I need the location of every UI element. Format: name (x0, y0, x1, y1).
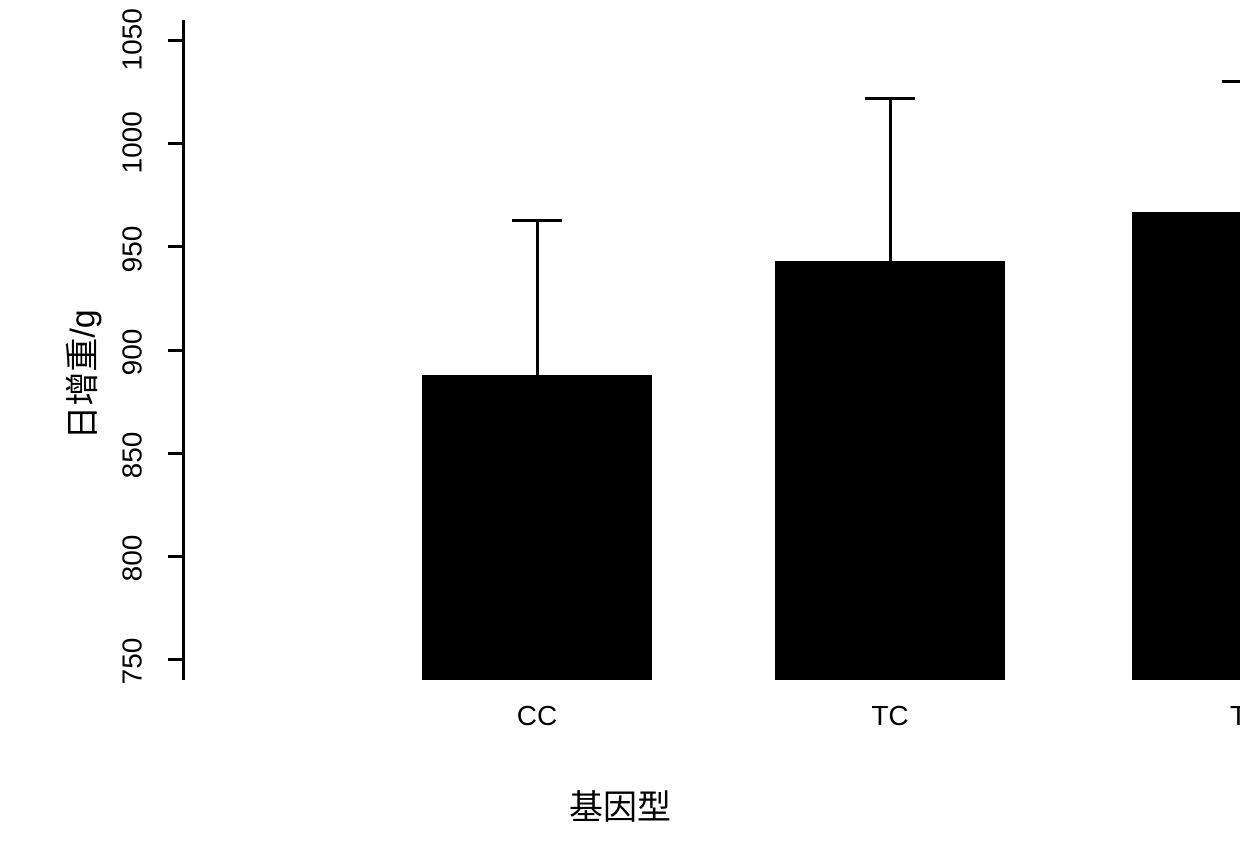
error-bar-TC (889, 98, 892, 261)
y-tick (168, 245, 182, 248)
y-tick-label: 750 (117, 634, 149, 689)
x-tick-label-TT: TT (1207, 700, 1240, 732)
y-tick-label: 850 (117, 428, 149, 483)
y-tick-label: 1000 (117, 118, 149, 173)
y-tick-label: 1050 (117, 15, 149, 70)
y-tick (168, 39, 182, 42)
y-axis-title: 日增重/g (56, 309, 105, 439)
error-cap-TT (1222, 80, 1240, 83)
plot-area (182, 20, 1202, 680)
error-cap-TC (865, 97, 915, 100)
y-tick (168, 555, 182, 558)
x-tick-label-TC: TC (850, 700, 930, 732)
error-cap-CC (512, 219, 562, 222)
y-tick (168, 452, 182, 455)
x-tick-label-CC: CC (497, 700, 577, 732)
y-tick-label: 800 (117, 531, 149, 586)
chart-container: 750 800 850 900 950 1000 1050 日增重/g CC TC TT 基因型 (0, 0, 1240, 842)
y-tick (168, 142, 182, 145)
bar-TT (1132, 212, 1240, 680)
bar-TC (775, 261, 1005, 680)
y-tick (168, 658, 182, 661)
y-tick-label: 900 (117, 325, 149, 380)
y-tick-label: 950 (117, 221, 149, 276)
x-axis-title: 基因型 (569, 780, 671, 829)
error-bar-CC (536, 220, 539, 375)
y-tick (168, 349, 182, 352)
bar-CC (422, 375, 652, 680)
